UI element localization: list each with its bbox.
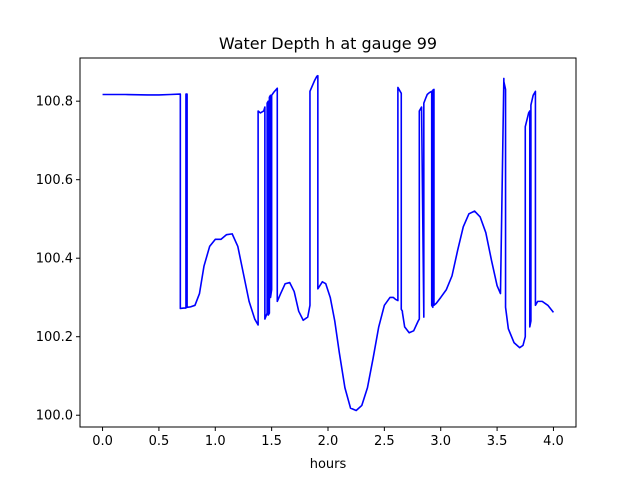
x-tick-label: 3.5 [487,434,508,449]
x-axis: 0.0 0.5 1.0 1.5 2.0 2.5 3.0 3.5 4.0 [92,427,564,449]
chart-title: Water Depth h at gauge 99 [219,34,437,53]
series-line-0 [102,74,555,412]
y-tick-label: 100.4 [36,252,73,267]
plot-area [102,74,555,412]
y-tick-label: 100.0 [36,409,73,424]
y-tick-label: 100.8 [36,95,73,110]
x-tick-label: 2.5 [374,434,395,449]
x-tick-label: 3.0 [430,434,451,449]
y-tick-label: 100.6 [36,173,73,188]
y-axis: 100.0 100.2 100.4 100.6 100.8 [36,95,80,424]
x-tick-label: 1.5 [261,434,282,449]
x-tick-label: 2.0 [318,434,339,449]
x-tick-label: 4.0 [543,434,564,449]
x-tick-label: 0.0 [92,434,113,449]
y-tick-label: 100.2 [36,330,73,345]
x-tick-label: 0.5 [149,434,170,449]
x-tick-label: 1.0 [205,434,226,449]
x-axis-label: hours [310,457,347,472]
